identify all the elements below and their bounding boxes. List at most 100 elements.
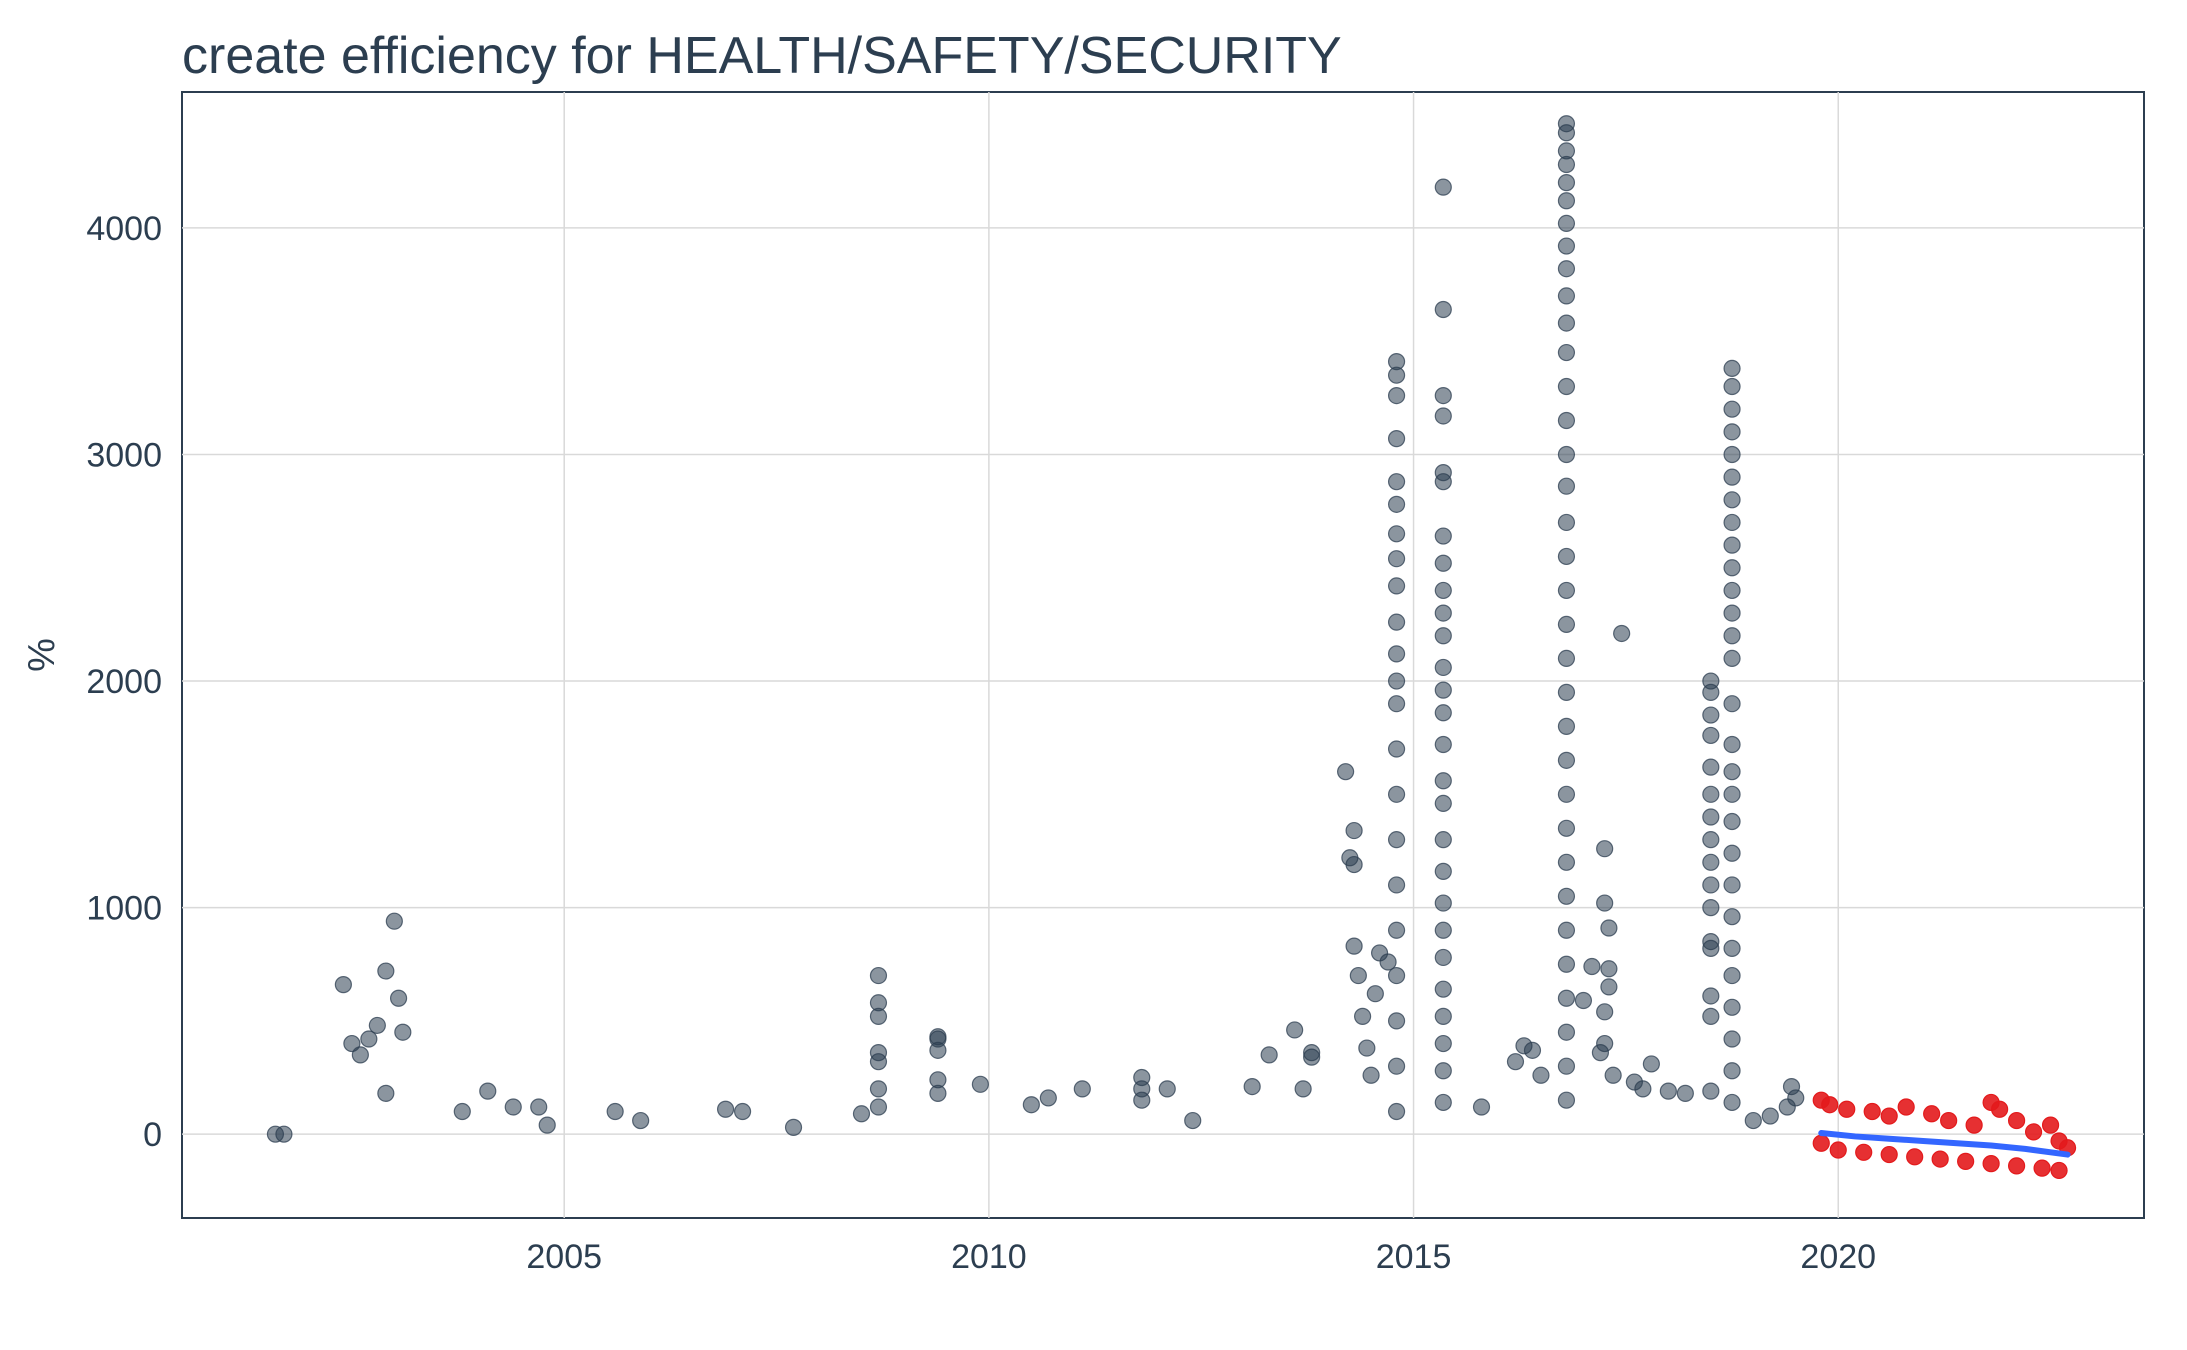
data-point (1557, 853, 1576, 871)
data-point (1349, 966, 1367, 985)
data-point (1702, 683, 1720, 701)
data-point (1723, 359, 1741, 377)
data-point (1702, 831, 1720, 849)
data-point (1723, 1030, 1741, 1048)
data-point (1596, 894, 1614, 912)
data-point (1532, 1066, 1550, 1084)
data-point (1434, 604, 1452, 622)
data-point (1557, 1023, 1576, 1041)
data-point (275, 1125, 293, 1143)
data-point (1434, 1007, 1452, 1025)
data-point (1613, 624, 1631, 643)
data-point (453, 1102, 471, 1121)
data-point (538, 1116, 556, 1134)
data-point (1379, 953, 1397, 971)
data-point (1387, 740, 1406, 758)
data-point (1596, 1003, 1614, 1021)
data-point (1723, 695, 1741, 713)
data-point (1600, 978, 1618, 996)
data-point (1557, 214, 1576, 232)
plot-area (181, 91, 2145, 1219)
data-point (1557, 343, 1576, 362)
data-point (1434, 794, 1452, 813)
data-point (869, 1053, 888, 1071)
y-axis-title: % (21, 638, 63, 672)
forecast-point (1982, 1155, 2000, 1173)
data-point (1702, 706, 1720, 724)
data-point (1353, 1007, 1372, 1025)
data-point (1506, 1053, 1525, 1071)
data-point (1387, 1102, 1406, 1121)
data-point (1387, 613, 1406, 631)
data-point (1243, 1077, 1261, 1096)
data-point (1387, 966, 1406, 985)
forecast-point (2033, 1159, 2051, 1177)
data-point (1557, 615, 1576, 634)
data-point (1362, 1066, 1380, 1084)
data-point (1557, 411, 1576, 430)
data-point (1557, 260, 1576, 278)
data-point (1723, 939, 1741, 957)
data-point (1702, 876, 1720, 894)
data-point (852, 1105, 871, 1123)
data-point (929, 1084, 947, 1102)
data-point (351, 1046, 369, 1064)
data-point (1557, 192, 1576, 210)
data-point (1723, 785, 1741, 803)
data-point (1286, 1021, 1304, 1039)
data-point (784, 1118, 803, 1136)
data-point (869, 1007, 888, 1025)
data-point (1702, 785, 1720, 803)
data-point (1557, 155, 1576, 174)
data-point (1723, 876, 1741, 894)
data-point (1723, 1093, 1741, 1112)
data-point (1723, 998, 1741, 1016)
data-point (530, 1098, 548, 1116)
chart-title: create efficiency for HEALTH/SAFETY/SECU… (182, 27, 1342, 85)
data-point (1702, 939, 1720, 957)
forecast-point (1897, 1098, 1915, 1116)
y-tick-label: 2000 (86, 663, 162, 701)
data-point (1723, 423, 1741, 441)
data-point (1723, 812, 1741, 831)
data-point (1387, 550, 1406, 568)
forecast-point (1931, 1150, 1949, 1168)
data-point (1596, 840, 1614, 858)
data-point (1557, 174, 1576, 192)
data-point (1723, 581, 1741, 600)
data-point (1557, 581, 1576, 600)
data-point (1434, 386, 1452, 405)
data-point (1723, 468, 1741, 486)
data-point (1022, 1096, 1040, 1114)
data-point (1434, 772, 1452, 790)
forecast-point (2007, 1157, 2026, 1175)
data-point (1659, 1082, 1677, 1100)
data-point (368, 1016, 386, 1035)
forecast-point (2050, 1161, 2068, 1180)
data-point (1723, 559, 1741, 577)
data-point (1557, 819, 1576, 837)
data-point (1702, 808, 1720, 826)
data-point (385, 912, 403, 930)
data-point (1574, 991, 1593, 1010)
y-tick-label: 0 (143, 1116, 162, 1154)
y-tick-label: 3000 (86, 436, 162, 474)
data-point (1723, 966, 1741, 985)
data-point (1723, 604, 1741, 622)
data-point (1557, 1057, 1576, 1075)
data-point (733, 1102, 752, 1121)
data-point (1787, 1089, 1805, 1107)
data-point (1387, 645, 1406, 663)
data-point (1387, 386, 1406, 405)
data-point (971, 1075, 989, 1093)
data-point (1557, 287, 1576, 305)
data-point (1723, 627, 1741, 645)
data-point (1604, 1066, 1622, 1084)
data-point (1723, 513, 1741, 532)
forecast-point (1880, 1107, 1898, 1125)
data-point (1744, 1111, 1762, 1130)
data-point (504, 1098, 522, 1116)
forecast-point (1863, 1102, 1881, 1121)
data-point (1557, 751, 1576, 769)
data-point (1472, 1098, 1491, 1116)
